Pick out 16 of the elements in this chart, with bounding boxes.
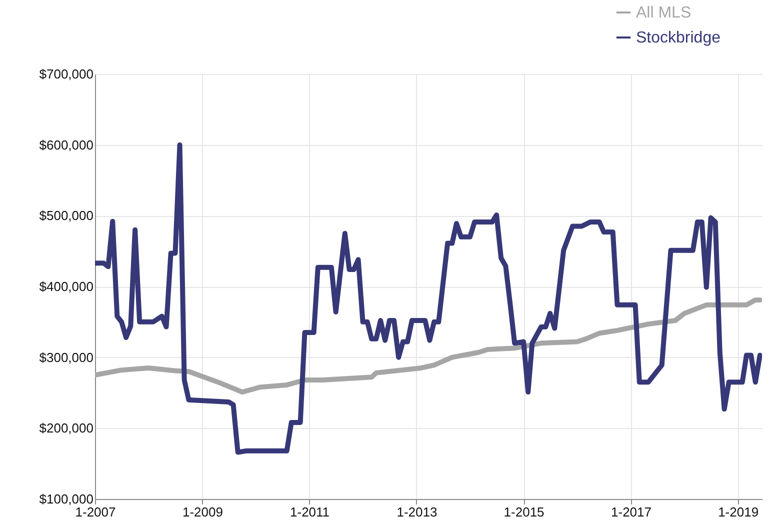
y-tick-label: $700,000 (39, 66, 94, 82)
y-tick-label: $400,000 (39, 279, 94, 294)
y-tick-label: $600,000 (39, 137, 94, 152)
y-tick-label: $500,000 (39, 208, 94, 224)
y-tick-label: $300,000 (39, 350, 94, 365)
x-tick-label: 1-2011 (290, 504, 330, 520)
y-tick-label: $200,000 (39, 420, 94, 436)
x-tick-label: 1-2017 (611, 504, 652, 520)
x-tick-label: 1-2019 (718, 504, 759, 520)
x-tick-label: 1-2013 (396, 504, 438, 520)
y-tick-label: $100,000 (39, 492, 94, 506)
x-tick-label: 1-2007 (75, 504, 116, 520)
x-tick-label: 1-2009 (182, 504, 223, 520)
legend-label: All MLS (636, 4, 692, 22)
legend-label: Stockbridge (636, 30, 721, 46)
x-tick-label: 1-2015 (504, 504, 544, 520)
